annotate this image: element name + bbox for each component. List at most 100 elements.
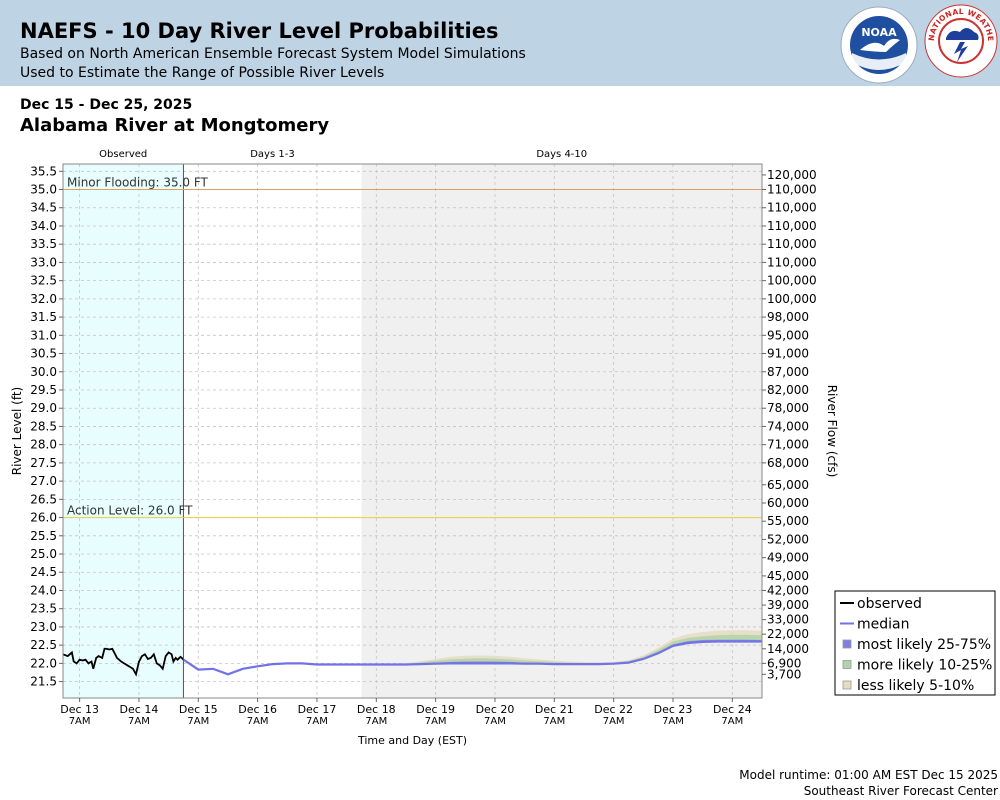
model-runtime: Model runtime: 01:00 AM EST Dec 15 2025	[739, 768, 998, 782]
y2-tick-label: 74,000	[767, 419, 809, 433]
x-tick-label-time: 7AM	[543, 716, 565, 727]
legend-label: median	[857, 617, 909, 633]
axes: Observed Days 1-3 Days 4-10 21.5 22.0 22.5 23.…	[10, 149, 839, 747]
y2-tick-label: 55,000	[767, 514, 809, 528]
x-tick-label-day: Dec 13	[60, 703, 99, 716]
y2-tick-label: 82,000	[767, 383, 809, 397]
period-label-0: Observed	[99, 149, 147, 160]
y2-tick-label: 98,000	[767, 310, 809, 324]
header-banner: NAEFS - 10 Day River Level Probabilities…	[0, 0, 1000, 86]
page-title: NAEFS - 10 Day River Level Probabilities	[20, 19, 499, 43]
y2-tick-label: 14,000	[767, 642, 809, 656]
y2-tick-label: 87,000	[767, 365, 809, 379]
y-tick-label: 26.0	[30, 511, 57, 525]
page-subtitle-2: Used to Estimate the Range of Possible R…	[20, 65, 385, 81]
y-tick-label: 33.0	[30, 255, 57, 269]
x-tick-label-time: 7AM	[425, 716, 447, 727]
y2-tick-label: 33,000	[767, 613, 809, 627]
x-axis-title: Time and Day (EST)	[357, 734, 467, 747]
legend-box	[834, 590, 996, 696]
x-tick-label-time: 7AM	[484, 716, 506, 727]
x-tick-label-time: 7AM	[365, 716, 387, 727]
period-label-1: Days 1-3	[250, 149, 294, 160]
y-axis-title: River Level (ft)	[10, 387, 24, 475]
y-tick-label: 25.5	[30, 529, 57, 543]
y2-tick-label: 22,000	[767, 627, 809, 641]
threshold-lines: Minor Flooding: 35.0 FT Action Level: 26.…	[63, 164, 762, 698]
y-tick-label: 28.5	[30, 419, 57, 433]
y-tick-label: 21.5	[30, 675, 57, 689]
y-tick-label: 24.0	[30, 583, 57, 597]
y2-tick-label: 42,000	[767, 583, 809, 597]
legend-swatch	[842, 680, 852, 690]
y-tick-label: 35.0	[30, 183, 57, 197]
x-tick-label-day: Dec 24	[713, 703, 752, 716]
y2-tick-label: 45,000	[767, 569, 809, 583]
legend-label: observed	[857, 596, 922, 612]
observed-line	[62, 647, 185, 677]
noaa-logo-text: NOAA	[861, 26, 897, 39]
median-line	[182, 640, 762, 676]
action-threshold-label: Action Level: 26.0 FT	[67, 504, 193, 518]
y2-tick-label: 110,000	[767, 201, 817, 215]
y-tick-label: 27.5	[30, 456, 57, 470]
y2-tick-label: 71,000	[767, 438, 809, 452]
x-tick-label-day: Dec 21	[535, 703, 574, 716]
x-tick-label-day: Dec 14	[120, 703, 159, 716]
x-tick-label-day: Dec 23	[654, 703, 693, 716]
forecast-center: Southeast River Forecast Center	[803, 784, 998, 798]
y2-tick-label: 120,000	[767, 168, 817, 182]
y-tick-label: 31.5	[30, 310, 57, 324]
y-tick-label: 23.0	[30, 620, 57, 634]
station-name: Alabama River at Mongtomery	[20, 115, 330, 136]
x-tick-label-day: Dec 19	[416, 703, 455, 716]
y-tick-label: 27.0	[30, 474, 57, 488]
x-tick-label-day: Dec 18	[357, 703, 396, 716]
y-tick-label: 29.5	[30, 383, 57, 397]
page-subtitle-1: Based on North American Ensemble Forecas…	[20, 46, 526, 62]
y-tick-label: 32.0	[30, 292, 57, 306]
x-tick-label-time: 7AM	[662, 716, 684, 727]
y2-tick-label: 49,000	[767, 551, 809, 565]
y2-tick-label: 78,000	[767, 401, 809, 415]
x-tick-label-day: Dec 17	[298, 703, 337, 716]
y-tick-label: 35.5	[30, 164, 57, 178]
y-tick-label: 23.5	[30, 602, 57, 616]
x-tick-label-time: 7AM	[69, 716, 91, 727]
y2-axis-title: River Flow (cfs)	[825, 385, 839, 478]
y-tick-label: 28.0	[30, 438, 57, 452]
plot-border	[62, 163, 763, 699]
x-tick-label-day: Dec 22	[594, 703, 633, 716]
y-tick-label: 26.5	[30, 492, 57, 506]
y2-tick-label: 110,000	[767, 255, 817, 269]
legend-label: most likely 25-75%	[857, 637, 991, 653]
y2-tick-label: 52,000	[767, 532, 809, 546]
flood-threshold-label: Minor Flooding: 35.0 FT	[67, 176, 209, 190]
x-tick-label-day: Dec 20	[476, 703, 515, 716]
y2-tick-label: 39,000	[767, 598, 809, 612]
y-tick-label: 29.0	[30, 401, 57, 415]
x-tick-label-day: Dec 16	[238, 703, 277, 716]
x-tick-label-time: 7AM	[247, 716, 269, 727]
y2-tick-label: 65,000	[767, 478, 809, 492]
y2-tick-label: 100,000	[767, 274, 817, 288]
y2-tick-label: 3,700	[767, 667, 801, 681]
x-tick-label-time: 7AM	[721, 716, 743, 727]
legend: observed median most likely 25-75% more lik…	[834, 590, 996, 696]
y-tick-label: 22.5	[30, 638, 57, 652]
band-10-90	[183, 634, 762, 675]
y-tick-label: 30.0	[30, 365, 57, 379]
y-tick-label: 30.5	[30, 347, 57, 361]
legend-label: more likely 10-25%	[857, 658, 992, 674]
y-tick-label: 33.5	[30, 237, 57, 251]
y-tick-label: 34.5	[30, 201, 57, 215]
y2-tick-label: 100,000	[767, 292, 817, 306]
x-tick-label-time: 7AM	[603, 716, 625, 727]
y-tick-label: 34.0	[30, 219, 57, 233]
y2-tick-label: 68,000	[767, 456, 809, 470]
x-tick-label-time: 7AM	[187, 716, 209, 727]
nws-logo-icon[interactable]: NATIONAL WEATHER SERVICE	[924, 4, 998, 78]
y2-tick-label: 110,000	[767, 219, 817, 233]
y-tick-label: 32.5	[30, 274, 57, 288]
noaa-logo-icon[interactable]: NOAA	[840, 6, 918, 84]
